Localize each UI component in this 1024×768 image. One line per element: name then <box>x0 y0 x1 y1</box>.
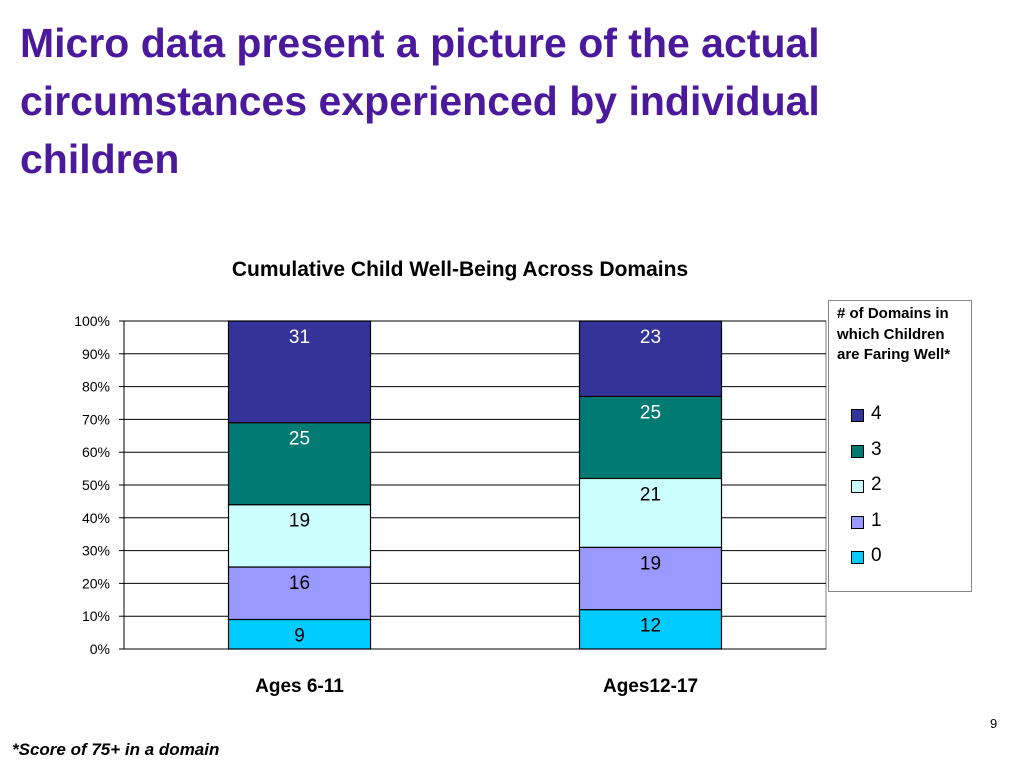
y-tick-label: 70% <box>82 411 110 427</box>
legend-swatch <box>851 409 864 422</box>
legend-item: 4 <box>851 403 951 427</box>
page-number: 9 <box>990 716 998 731</box>
legend-label: 1 <box>871 509 882 531</box>
legend-title: # of Domains in which Children are Farin… <box>837 305 951 363</box>
legend-swatch <box>851 515 864 529</box>
legend-swatch <box>851 444 864 458</box>
legend-swatch <box>851 480 864 493</box>
y-tick-label: 10% <box>82 608 110 624</box>
y-tick-label: 30% <box>82 543 110 559</box>
footnote: *Score of 75+ in a domain <box>12 740 220 759</box>
bar-segment <box>227 618 372 650</box>
data-label: 25 <box>640 402 661 423</box>
y-tick-label: 50% <box>82 477 110 493</box>
data-label: 12 <box>640 616 661 637</box>
x-category-label: Ages 6-11 <box>255 676 344 697</box>
y-tick-label: 80% <box>82 379 110 395</box>
y-tick-label: 20% <box>82 575 110 591</box>
legend-item: 2 <box>851 474 951 498</box>
legend-label: 3 <box>871 438 882 460</box>
legend-item: 0 <box>851 545 951 569</box>
bar-segment <box>578 546 723 611</box>
data-label: 21 <box>640 484 661 505</box>
x-category-label: Ages12-17 <box>603 676 698 697</box>
y-tick-label: 90% <box>82 346 110 362</box>
bar-segment <box>227 504 372 568</box>
legend-item: 1 <box>851 509 951 534</box>
chart-title: Cumulative Child Well-Being Across Domai… <box>231 258 689 281</box>
bar-segment <box>578 609 723 650</box>
data-labels: 9 16 19 25 31 12 19 21 25 23 <box>289 327 661 646</box>
legend-label: 0 <box>871 545 882 566</box>
y-tick-label: 0% <box>90 641 110 657</box>
data-label: 16 <box>289 573 310 594</box>
bar-segment <box>227 320 372 424</box>
legend-label: 2 <box>871 474 882 495</box>
legend: # of Domains in which Children are Farin… <box>828 300 972 592</box>
data-label: 31 <box>289 327 310 348</box>
y-tick-label: 40% <box>82 510 110 526</box>
bar-segment <box>578 320 723 398</box>
data-label: 23 <box>640 327 661 348</box>
bar-segments <box>227 320 723 650</box>
data-label: 19 <box>289 511 310 532</box>
legend-swatch <box>851 551 864 564</box>
bar-segment <box>227 566 372 621</box>
data-label: 9 <box>294 625 305 646</box>
data-label: 25 <box>289 429 310 450</box>
legend-label: 4 <box>871 403 882 424</box>
legend-item: 3 <box>851 438 951 463</box>
y-tick-label: 100% <box>74 313 110 329</box>
x-axis-category-labels: Ages 6-11 Ages12-17 <box>255 676 698 697</box>
slide-title: Micro data present a picture of the actu… <box>20 20 820 182</box>
y-axis-tick-labels: 0% 10% 20% 30% 40% 50% 60% 70% 80% 90% 100% <box>74 313 110 657</box>
data-label: 19 <box>640 553 661 574</box>
y-tick-label: 60% <box>82 444 110 460</box>
